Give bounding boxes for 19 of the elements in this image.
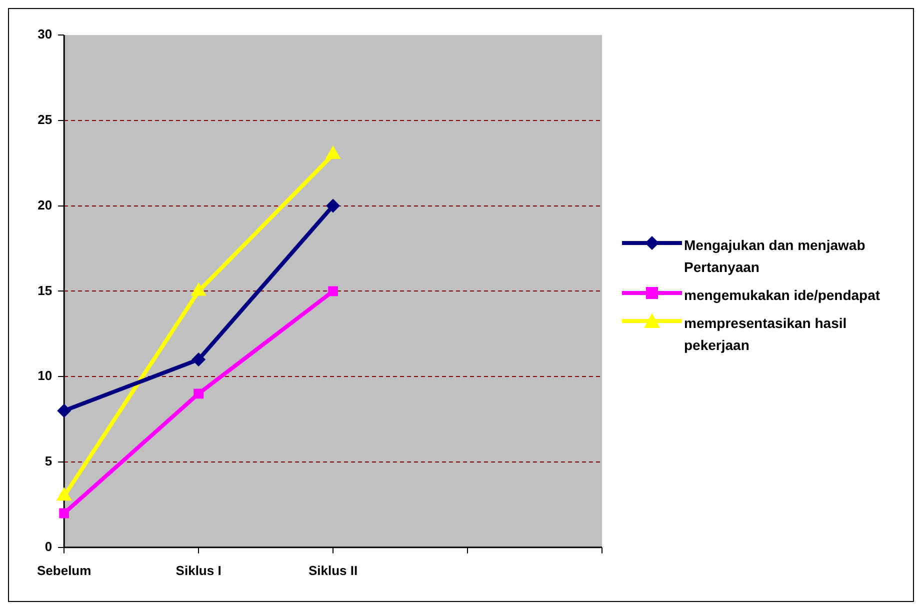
x-tick-label: Sebelum — [37, 562, 92, 578]
legend-label: Mengajukan dan menjawab Pertanyaan — [684, 236, 866, 277]
y-tick-label: 20 — [38, 197, 52, 212]
y-tick-label: 25 — [38, 112, 52, 127]
legend-label: mengemukakan ide/pendapat — [684, 286, 882, 305]
legend-label: mempresentasikan hasil pekerjaan — [684, 314, 848, 355]
x-tick-label: Siklus II — [308, 562, 358, 578]
point — [57, 404, 72, 418]
y-tick-label: 30 — [38, 26, 52, 42]
y-tick-label: 15 — [38, 282, 52, 298]
point — [328, 286, 338, 296]
point — [326, 198, 340, 213]
x-tick-label: Siklus I — [176, 562, 222, 578]
y-tick-label: 5 — [44, 454, 52, 469]
point — [192, 352, 206, 367]
point — [59, 508, 70, 518]
point — [194, 388, 204, 399]
y-tick-label: 10 — [38, 368, 52, 384]
y-tick-label: 0 — [44, 538, 52, 554]
